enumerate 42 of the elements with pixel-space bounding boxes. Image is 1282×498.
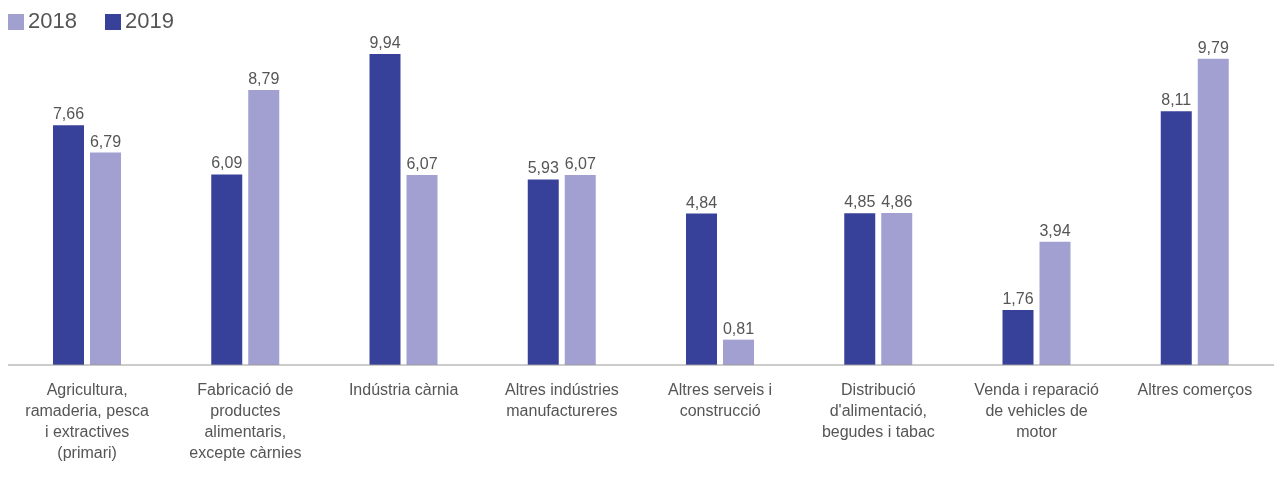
data-label: 8,79 bbox=[248, 69, 280, 87]
bar bbox=[90, 152, 121, 365]
data-label: 6,79 bbox=[89, 132, 122, 150]
data-label: 8,11 bbox=[1161, 91, 1192, 109]
bar bbox=[248, 89, 280, 365]
x-tick-label: Distribució d'alimentació, begudes i tabac bbox=[821, 381, 935, 440]
bar bbox=[881, 212, 913, 365]
data-label: 6,07 bbox=[406, 155, 438, 173]
bar bbox=[53, 125, 84, 365]
data-label: 4,84 bbox=[685, 193, 718, 211]
bar bbox=[406, 175, 438, 365]
data-label: 7,66 bbox=[52, 105, 85, 123]
data-label: 1,76 bbox=[1002, 289, 1034, 307]
data-label: 5,93 bbox=[527, 159, 559, 177]
bar bbox=[686, 213, 717, 365]
legend-label: 2018 bbox=[28, 8, 77, 33]
bar bbox=[1197, 58, 1229, 365]
data-label: 9,94 bbox=[369, 34, 401, 51]
x-tick-label: Venda i reparació de vehicles de motor bbox=[974, 381, 1099, 440]
data-label: 4,85 bbox=[844, 193, 876, 211]
data-label: 9,79 bbox=[1197, 38, 1229, 56]
data-label: 3,94 bbox=[1039, 221, 1071, 239]
bar bbox=[369, 54, 401, 365]
x-tick-label: Altres serveis i construcció bbox=[668, 381, 773, 419]
legend-label: 2019 bbox=[124, 8, 174, 33]
bar bbox=[723, 339, 754, 365]
bar bbox=[1160, 111, 1192, 365]
x-tick-label: Fabricació de productes alimentaris, excepte càrnies bbox=[189, 381, 302, 461]
bar bbox=[564, 175, 596, 365]
bar bbox=[844, 213, 876, 365]
bar bbox=[1039, 241, 1071, 365]
x-tick-label: Altres indústries manufactureres bbox=[504, 381, 619, 419]
x-tick-label: Agricultura, ramaderia, pesca i extractives (primari) bbox=[25, 381, 150, 461]
bar bbox=[527, 179, 559, 365]
data-label: 4,86 bbox=[881, 192, 913, 210]
x-tick-label: Altres comerços bbox=[1137, 381, 1253, 398]
data-label: 6,09 bbox=[211, 154, 243, 172]
bar bbox=[1002, 309, 1034, 365]
x-tick-label: Indústria càrnia bbox=[348, 381, 459, 398]
data-label: 0,81 bbox=[722, 319, 755, 337]
bar bbox=[211, 174, 243, 365]
data-label: 6,07 bbox=[564, 155, 596, 173]
